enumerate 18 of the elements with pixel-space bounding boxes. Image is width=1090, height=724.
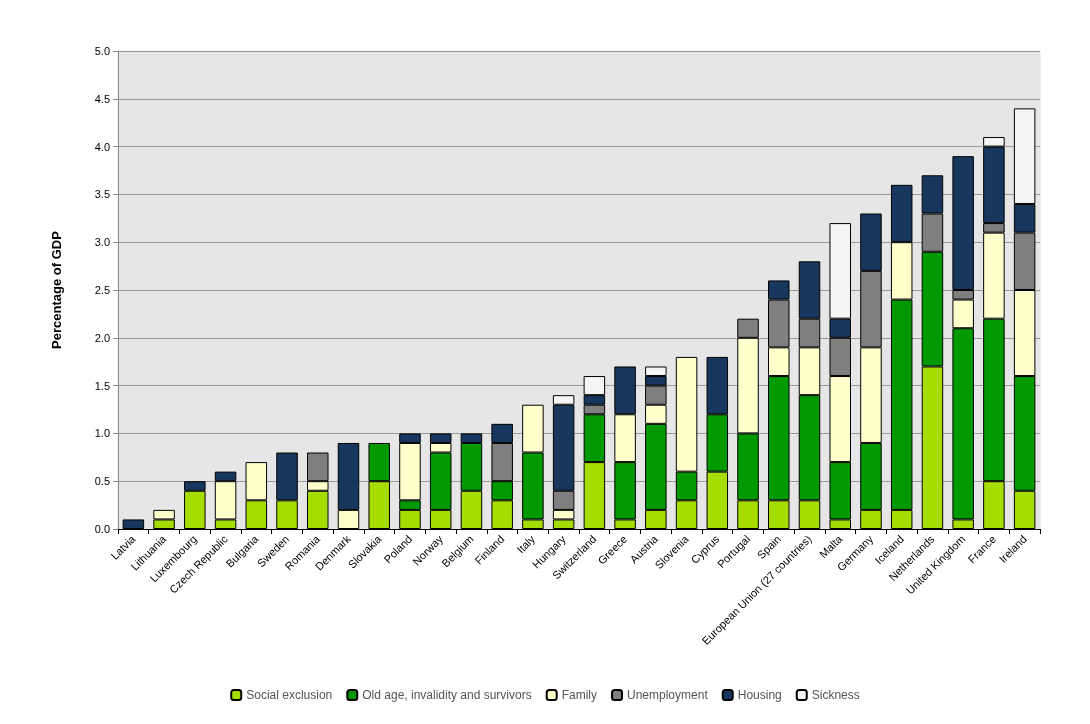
y-tick-label: 0.5 bbox=[94, 475, 110, 488]
y-axis-title: Percentage of GDP bbox=[49, 230, 64, 349]
y-tick-label: 3.0 bbox=[94, 236, 110, 249]
y-tick-label: 4.0 bbox=[94, 140, 110, 153]
y-tick-label: 1.5 bbox=[94, 379, 110, 392]
y-tick-label: 2.5 bbox=[94, 284, 110, 296]
legend-label: Housing bbox=[737, 688, 782, 702]
y-tick-label: 1.0 bbox=[94, 427, 110, 440]
y-tick-label: 3.5 bbox=[94, 188, 110, 201]
legend-label: Family bbox=[561, 688, 598, 702]
legend-label: Unemployment bbox=[627, 688, 709, 702]
y-tick-label: 0.0 bbox=[94, 523, 110, 535]
y-tick-label: 2.0 bbox=[94, 331, 110, 344]
legend-label: Social exclusion bbox=[246, 688, 333, 702]
y-tick-label: 5.0 bbox=[94, 45, 110, 57]
legend-label: Sickness bbox=[811, 688, 860, 702]
y-tick-label: 4.5 bbox=[94, 92, 110, 105]
legend-label: Old age, invalidity and survivors bbox=[362, 688, 532, 702]
